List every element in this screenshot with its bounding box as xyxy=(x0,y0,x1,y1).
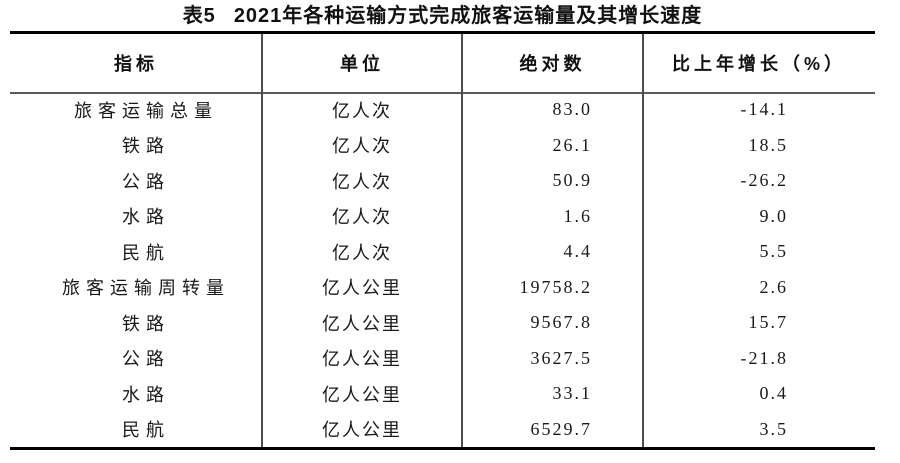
cell-absolute-value: 50.9 xyxy=(552,170,592,191)
table-row: 铁路 亿人次 26.1 18.5 xyxy=(10,128,875,164)
cell-indicator: 旅客运输总量 xyxy=(74,100,218,121)
cell-unit: 亿人公里 xyxy=(322,313,402,334)
cell-unit: 亿人次 xyxy=(332,100,392,121)
header-cell-growth: 比上年增长（%） xyxy=(671,54,846,74)
cell-absolute-value: 19758.2 xyxy=(519,276,592,297)
header-cell-absolute: 绝对数 xyxy=(519,54,586,74)
cell-unit: 亿人次 xyxy=(332,136,392,157)
cell-growth-rate: 18.5 xyxy=(748,134,788,155)
cell-growth-rate: 15.7 xyxy=(748,312,788,333)
table-row: 公路 亿人次 50.9 -26.2 xyxy=(10,163,875,199)
cell-absolute-value: 6529.7 xyxy=(530,418,592,439)
cell-unit: 亿人次 xyxy=(332,171,392,192)
cell-absolute-value: 33.1 xyxy=(552,383,592,404)
table-row: 民航 亿人公里 6529.7 3.5 xyxy=(10,412,875,448)
cell-absolute-value: 1.6 xyxy=(563,205,592,226)
cell-growth-rate: -21.8 xyxy=(740,347,788,368)
cell-absolute-value: 83.0 xyxy=(552,99,592,120)
cell-indicator: 民航 xyxy=(122,420,170,441)
cell-indicator: 旅客运输周转量 xyxy=(62,278,230,299)
table-title-text: 2021年各种运输方式完成旅客运输量及其增长速度 xyxy=(233,5,703,27)
cell-growth-rate: -14.1 xyxy=(740,99,788,120)
table-row: 水路 亿人次 1.6 9.0 xyxy=(10,199,875,235)
column-divider xyxy=(261,34,263,447)
passenger-transport-table: 指标 单位 绝对数 比上年增长（%） 旅客运输总量 亿人次 83.0 -14.1… xyxy=(10,31,875,450)
header-cell-indicator: 指标 xyxy=(114,54,158,74)
cell-indicator: 铁路 xyxy=(122,136,170,157)
cell-indicator: 铁路 xyxy=(122,313,170,334)
cell-unit: 亿人公里 xyxy=(322,349,402,370)
header-cell-unit: 单位 xyxy=(340,54,384,74)
table-row: 旅客运输周转量 亿人公里 19758.2 2.6 xyxy=(10,270,875,306)
cell-unit: 亿人公里 xyxy=(322,420,402,441)
table-row: 公路 亿人公里 3627.5 -21.8 xyxy=(10,341,875,377)
column-divider xyxy=(642,34,644,447)
cell-growth-rate: 9.0 xyxy=(759,205,788,226)
table-header-row: 指标 单位 绝对数 比上年增长（%） xyxy=(10,34,875,92)
cell-absolute-value: 3627.5 xyxy=(530,347,592,368)
table-row: 水路 亿人公里 33.1 0.4 xyxy=(10,376,875,412)
cell-growth-rate: 3.5 xyxy=(759,418,788,439)
cell-absolute-value: 4.4 xyxy=(563,241,592,262)
cell-indicator: 水路 xyxy=(122,384,170,405)
cell-indicator: 公路 xyxy=(122,349,170,370)
table-row: 铁路 亿人公里 9567.8 15.7 xyxy=(10,305,875,341)
cell-unit: 亿人公里 xyxy=(322,384,402,405)
table-row: 旅客运输总量 亿人次 83.0 -14.1 xyxy=(10,92,875,128)
cell-indicator: 水路 xyxy=(122,207,170,228)
cell-unit: 亿人次 xyxy=(332,207,392,228)
cell-growth-rate: 2.6 xyxy=(759,276,788,297)
cell-indicator: 公路 xyxy=(122,171,170,192)
table-number-label: 表5 xyxy=(182,5,216,27)
cell-absolute-value: 26.1 xyxy=(552,134,592,155)
cell-absolute-value: 9567.8 xyxy=(530,312,592,333)
cell-unit: 亿人次 xyxy=(332,242,392,263)
cell-unit: 亿人公里 xyxy=(322,278,402,299)
column-divider xyxy=(461,34,463,447)
header-rule xyxy=(10,92,875,94)
cell-growth-rate: 5.5 xyxy=(759,241,788,262)
cell-growth-rate: -26.2 xyxy=(740,170,788,191)
page-title: 表5 2021年各种运输方式完成旅客运输量及其增长速度 xyxy=(10,2,875,31)
cell-indicator: 民航 xyxy=(122,242,170,263)
table-row: 民航 亿人次 4.4 5.5 xyxy=(10,234,875,270)
cell-growth-rate: 0.4 xyxy=(759,383,788,404)
